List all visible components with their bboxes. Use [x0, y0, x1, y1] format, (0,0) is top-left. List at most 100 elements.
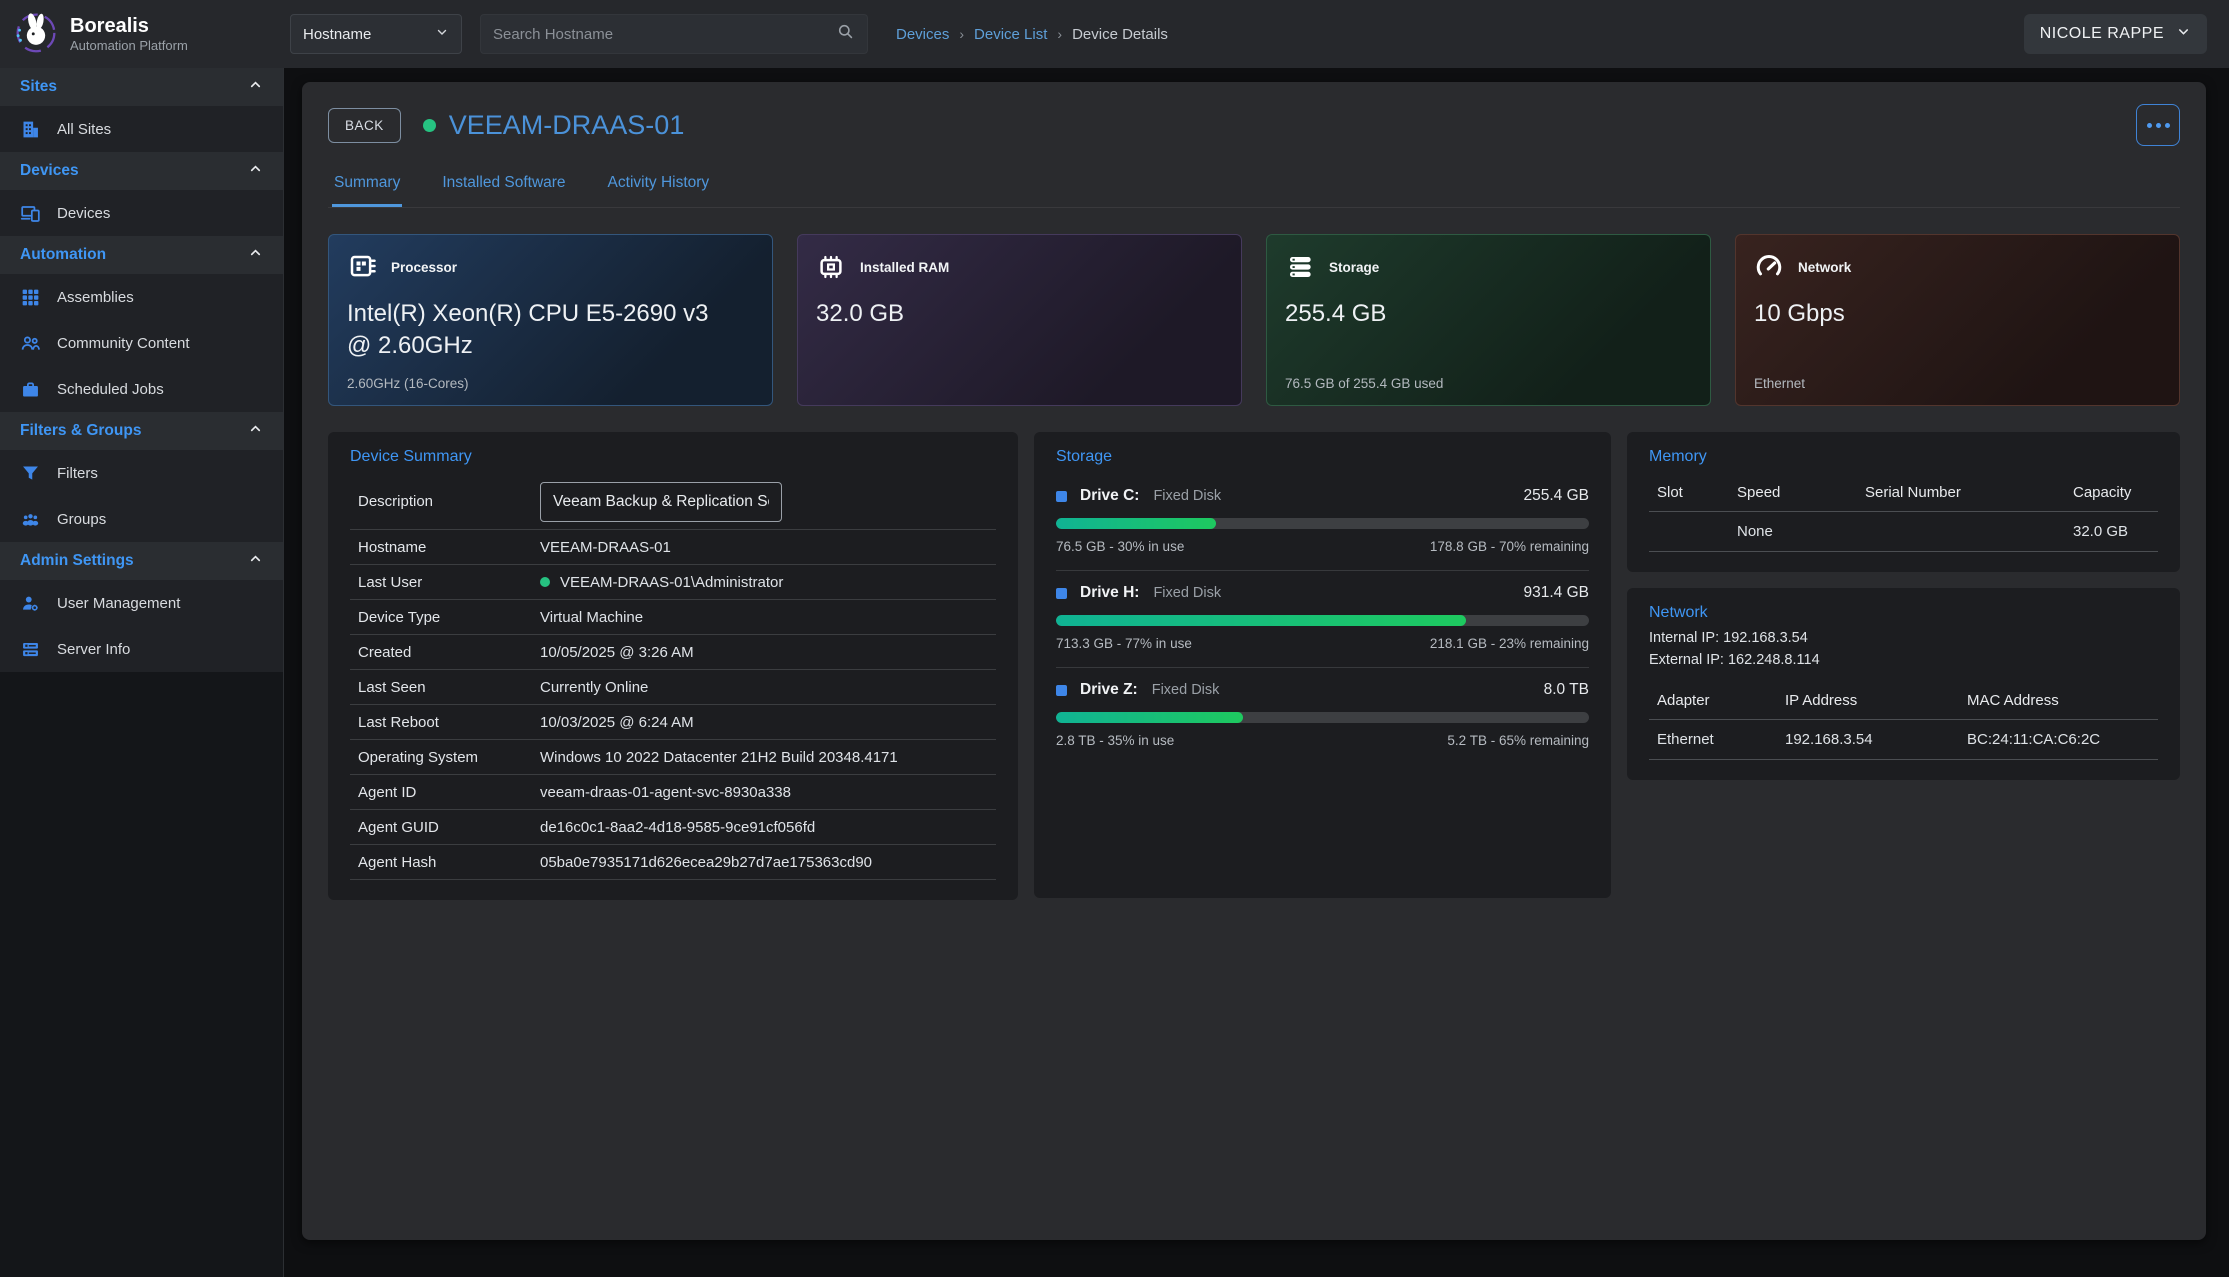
cpu-icon — [347, 252, 377, 282]
summary-row-operating-system: Operating System Windows 10 2022 Datacen… — [350, 740, 996, 775]
chevron-up-icon — [248, 551, 263, 571]
row-value: 05ba0e7935171d626ecea29b27d7ae175363cd90 — [540, 853, 873, 871]
sidebar-section-filters-groups[interactable]: Filters & Groups — [0, 412, 283, 450]
breadcrumb-device-list[interactable]: Device List — [974, 25, 1048, 43]
row-label: Last Seen — [358, 678, 426, 696]
memory-col-capacity: Capacity — [2073, 484, 2132, 501]
tab-summary[interactable]: Summary — [332, 168, 403, 207]
row-label: Agent GUID — [358, 818, 439, 836]
panel-title: Memory — [1649, 448, 1707, 465]
row-label: Agent ID — [358, 783, 417, 801]
memory-col-speed: Speed — [1737, 484, 1781, 501]
section-label: Filters & Groups — [20, 422, 142, 439]
network-col-ip: IP Address — [1785, 692, 1858, 709]
chevron-down-icon — [435, 25, 449, 43]
grid-icon — [20, 287, 41, 308]
network-cell-mac: BC:24:11:CA:C6:2C — [1959, 719, 2158, 760]
stat-card-value: 32.0 GB — [816, 300, 905, 327]
search-field-selected: Hostname — [303, 25, 372, 43]
user-menu-button[interactable]: NICOLE RAPPE — [2023, 14, 2207, 54]
sidebar-section-automation[interactable]: Automation — [0, 236, 283, 274]
chevron-up-icon — [248, 77, 263, 97]
network-col-mac: MAC Address — [1967, 692, 2059, 709]
sidebar-item-community-content[interactable]: Community Content — [0, 320, 283, 366]
drive-bullet-icon — [1056, 684, 1067, 696]
sidebar-item-scheduled-jobs[interactable]: Scheduled Jobs — [0, 366, 283, 412]
breadcrumb-devices[interactable]: Devices — [896, 25, 950, 43]
groups-icon — [20, 509, 41, 530]
drive-z-block: Drive Z: Fixed Disk 8.0 TB 2.8 TB - 35% … — [1056, 667, 1589, 764]
search-input[interactable] — [493, 25, 836, 43]
sidebar-item-user-management[interactable]: User Management — [0, 580, 283, 626]
ram-icon — [816, 252, 846, 282]
sidebar-item-label: Server Info — [57, 640, 131, 658]
sidebar-item-filters[interactable]: Filters — [0, 450, 283, 496]
more-actions-button[interactable] — [2136, 104, 2180, 146]
sidebar-item-groups[interactable]: Groups — [0, 496, 283, 542]
drive-used-text: 713.3 GB - 77% in use — [1056, 636, 1192, 651]
sidebar-section-admin-settings[interactable]: Admin Settings — [0, 542, 283, 580]
tab-activity-history[interactable]: Activity History — [607, 174, 710, 191]
chevron-up-icon — [248, 245, 263, 265]
row-value: 10/05/2025 @ 3:26 AM — [540, 643, 694, 661]
section-label: Sites — [20, 78, 58, 95]
sidebar-item-assemblies[interactable]: Assemblies — [0, 274, 283, 320]
breadcrumb-separator: › — [959, 26, 965, 42]
sidebar-item-server-info[interactable]: Server Info — [0, 626, 283, 672]
back-button[interactable]: BACK — [328, 107, 401, 143]
stat-card-title: Network — [1798, 259, 1852, 275]
brand-logo-area: Borealis Automation Platform — [0, 10, 284, 59]
search-field-select[interactable]: Hostname — [290, 14, 462, 54]
chevron-up-icon — [248, 161, 263, 181]
breadcrumb-current: Device Details — [1072, 25, 1168, 43]
network-panel: Network Internal IP: 192.168.3.54 Extern… — [1627, 588, 2180, 780]
stat-card-subtext: 2.60GHz (16-Cores) — [347, 376, 469, 391]
breadcrumb: Devices › Device List › Device Details — [896, 26, 1168, 43]
memory-cell-slot — [1649, 511, 1729, 552]
tab-installed-software[interactable]: Installed Software — [442, 174, 566, 191]
drive-usage-bar — [1056, 615, 1589, 626]
summary-row-agent-hash: Agent Hash 05ba0e7935171d626ecea29b27d7a… — [350, 845, 996, 880]
devices-icon — [20, 203, 41, 224]
sidebar-item-all-sites[interactable]: All Sites — [0, 106, 283, 152]
row-label: Last User — [358, 573, 423, 591]
device-summary-panel: Device Summary Description Hostname VEEA… — [328, 432, 1018, 900]
online-status-dot — [540, 577, 550, 587]
user-gear-icon — [20, 593, 41, 614]
stat-card-title: Storage — [1329, 259, 1380, 275]
stat-card-title: Installed RAM — [860, 259, 950, 275]
sidebar-section-devices[interactable]: Devices — [0, 152, 283, 190]
summary-row-hostname: Hostname VEEAM-DRAAS-01 — [350, 530, 996, 565]
stat-card-value: 255.4 GB — [1285, 300, 1387, 327]
network-cell-ip: 192.168.3.54 — [1777, 719, 1959, 760]
drive-h-block: Drive H: Fixed Disk 931.4 GB 713.3 GB - … — [1056, 570, 1589, 667]
drive-size: 8.0 TB — [1543, 681, 1589, 698]
sidebar: Sites All Sites Devices Devices Automati… — [0, 68, 284, 1277]
people-icon — [20, 333, 41, 354]
drive-type: Fixed Disk — [1153, 488, 1222, 504]
internal-ip: Internal IP: 192.168.3.54 — [1649, 630, 1808, 646]
memory-panel: Memory Slot Speed Serial Number Capacity… — [1627, 432, 2180, 572]
description-input[interactable] — [540, 481, 782, 522]
storage-panel: Storage Drive C: Fixed Disk 255.4 GB 76.… — [1034, 432, 1611, 898]
stat-card-subtext: Ethernet — [1754, 376, 1806, 391]
sidebar-item-label: Assemblies — [57, 288, 134, 306]
brand-name: Borealis — [70, 15, 149, 37]
summary-row-last-user: Last User VEEAM-DRAAS-01\Administrator — [350, 565, 996, 600]
sidebar-section-sites[interactable]: Sites — [0, 68, 283, 106]
row-value: VEEAM-DRAAS-01 — [540, 538, 671, 556]
chevron-up-icon — [248, 421, 263, 441]
drive-name: Drive H: — [1080, 584, 1140, 601]
memory-col-slot: Slot — [1657, 484, 1683, 501]
section-label: Admin Settings — [20, 552, 134, 569]
sidebar-item-label: User Management — [57, 594, 181, 612]
device-title-row: BACK VEEAM-DRAAS-01 — [328, 104, 2180, 146]
search-icon[interactable] — [836, 22, 855, 46]
user-name: NICOLE RAPPE — [2039, 25, 2164, 42]
sidebar-item-devices[interactable]: Devices — [0, 190, 283, 236]
memory-table: Slot Speed Serial Number Capacity None 3… — [1649, 474, 2158, 552]
brand-subtitle: Automation Platform — [70, 38, 188, 53]
stat-card-installed-ram: Installed RAM 32.0 GB — [797, 234, 1242, 406]
drive-free-text: 5.2 TB - 65% remaining — [1447, 733, 1589, 748]
external-ip: External IP: 162.248.8.114 — [1649, 652, 1820, 668]
